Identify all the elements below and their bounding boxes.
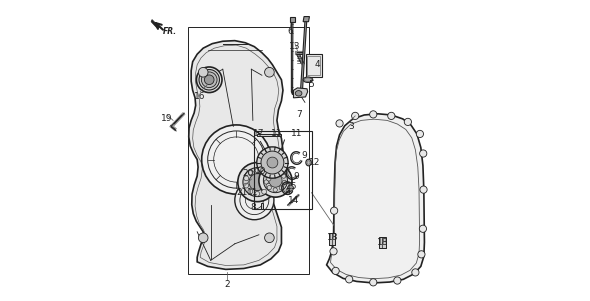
Circle shape bbox=[235, 181, 274, 220]
Text: 9: 9 bbox=[294, 172, 299, 181]
Circle shape bbox=[388, 112, 395, 119]
Circle shape bbox=[270, 170, 274, 174]
Text: 4: 4 bbox=[314, 60, 320, 69]
Bar bbox=[379, 237, 386, 248]
Circle shape bbox=[394, 277, 401, 284]
Polygon shape bbox=[303, 17, 309, 22]
Circle shape bbox=[266, 174, 270, 178]
Circle shape bbox=[261, 151, 284, 174]
Circle shape bbox=[264, 180, 268, 184]
Circle shape bbox=[370, 111, 377, 118]
Circle shape bbox=[198, 233, 208, 243]
Polygon shape bbox=[189, 41, 283, 269]
Circle shape bbox=[370, 279, 377, 286]
Polygon shape bbox=[290, 17, 295, 22]
Circle shape bbox=[244, 183, 248, 188]
Text: 5: 5 bbox=[309, 80, 314, 89]
Text: 17: 17 bbox=[253, 129, 265, 138]
Bar bbox=[306, 54, 322, 77]
Circle shape bbox=[352, 112, 359, 119]
Text: 9: 9 bbox=[284, 188, 290, 197]
Text: 20: 20 bbox=[242, 169, 254, 178]
Ellipse shape bbox=[303, 77, 313, 82]
Text: 12: 12 bbox=[309, 158, 320, 167]
Ellipse shape bbox=[306, 159, 312, 166]
Ellipse shape bbox=[201, 72, 217, 88]
Circle shape bbox=[346, 276, 353, 283]
Bar bbox=[329, 233, 335, 245]
Circle shape bbox=[264, 67, 274, 77]
Circle shape bbox=[266, 176, 271, 181]
Circle shape bbox=[202, 125, 271, 194]
Circle shape bbox=[262, 170, 267, 175]
Text: 13: 13 bbox=[289, 42, 301, 51]
Polygon shape bbox=[151, 20, 159, 29]
Circle shape bbox=[248, 170, 253, 175]
Text: 8: 8 bbox=[250, 203, 255, 212]
Circle shape bbox=[332, 267, 339, 275]
Circle shape bbox=[412, 269, 419, 276]
Circle shape bbox=[418, 251, 425, 258]
Circle shape bbox=[419, 150, 427, 157]
Circle shape bbox=[277, 170, 281, 174]
Text: 14: 14 bbox=[288, 196, 299, 205]
Circle shape bbox=[330, 248, 337, 255]
Circle shape bbox=[420, 186, 427, 193]
Circle shape bbox=[273, 188, 277, 192]
Circle shape bbox=[419, 225, 427, 232]
Circle shape bbox=[198, 67, 208, 77]
Text: 10: 10 bbox=[255, 167, 266, 176]
Circle shape bbox=[267, 157, 278, 168]
Ellipse shape bbox=[199, 70, 219, 90]
Text: 11: 11 bbox=[247, 188, 258, 197]
Polygon shape bbox=[261, 203, 263, 209]
Text: 19: 19 bbox=[161, 114, 173, 123]
Polygon shape bbox=[293, 88, 307, 98]
Text: 2: 2 bbox=[224, 280, 230, 289]
Text: 21: 21 bbox=[237, 188, 248, 197]
Text: 18: 18 bbox=[376, 238, 388, 247]
Circle shape bbox=[269, 174, 282, 187]
Circle shape bbox=[249, 174, 266, 191]
Circle shape bbox=[404, 118, 411, 126]
Text: 6: 6 bbox=[287, 27, 293, 36]
Text: 7: 7 bbox=[297, 110, 303, 119]
Bar bbox=[307, 56, 320, 75]
Ellipse shape bbox=[204, 75, 214, 85]
Circle shape bbox=[255, 191, 260, 196]
Circle shape bbox=[336, 120, 343, 127]
Polygon shape bbox=[257, 134, 281, 136]
Text: 18: 18 bbox=[327, 233, 339, 242]
Circle shape bbox=[257, 147, 288, 178]
Polygon shape bbox=[291, 21, 293, 95]
Ellipse shape bbox=[296, 91, 302, 96]
Text: 16: 16 bbox=[195, 92, 206, 101]
Polygon shape bbox=[327, 114, 424, 283]
Circle shape bbox=[417, 130, 424, 138]
Circle shape bbox=[330, 207, 337, 214]
Circle shape bbox=[248, 189, 253, 194]
Circle shape bbox=[279, 186, 283, 190]
Text: 9: 9 bbox=[301, 150, 307, 160]
Circle shape bbox=[267, 185, 271, 190]
Circle shape bbox=[283, 180, 287, 185]
Text: 3: 3 bbox=[348, 122, 353, 131]
Circle shape bbox=[255, 168, 260, 173]
Circle shape bbox=[266, 184, 271, 188]
Circle shape bbox=[243, 168, 272, 197]
Circle shape bbox=[262, 189, 267, 194]
Circle shape bbox=[287, 185, 293, 191]
Circle shape bbox=[264, 233, 274, 243]
Ellipse shape bbox=[196, 67, 222, 93]
Text: 15: 15 bbox=[286, 182, 298, 191]
Circle shape bbox=[263, 169, 287, 193]
Circle shape bbox=[244, 176, 248, 181]
Circle shape bbox=[281, 174, 286, 178]
Text: FR.: FR. bbox=[163, 27, 177, 36]
Circle shape bbox=[238, 163, 277, 202]
Text: 11: 11 bbox=[291, 129, 302, 138]
Polygon shape bbox=[300, 21, 307, 95]
Circle shape bbox=[259, 164, 292, 197]
Text: 11: 11 bbox=[271, 129, 283, 138]
